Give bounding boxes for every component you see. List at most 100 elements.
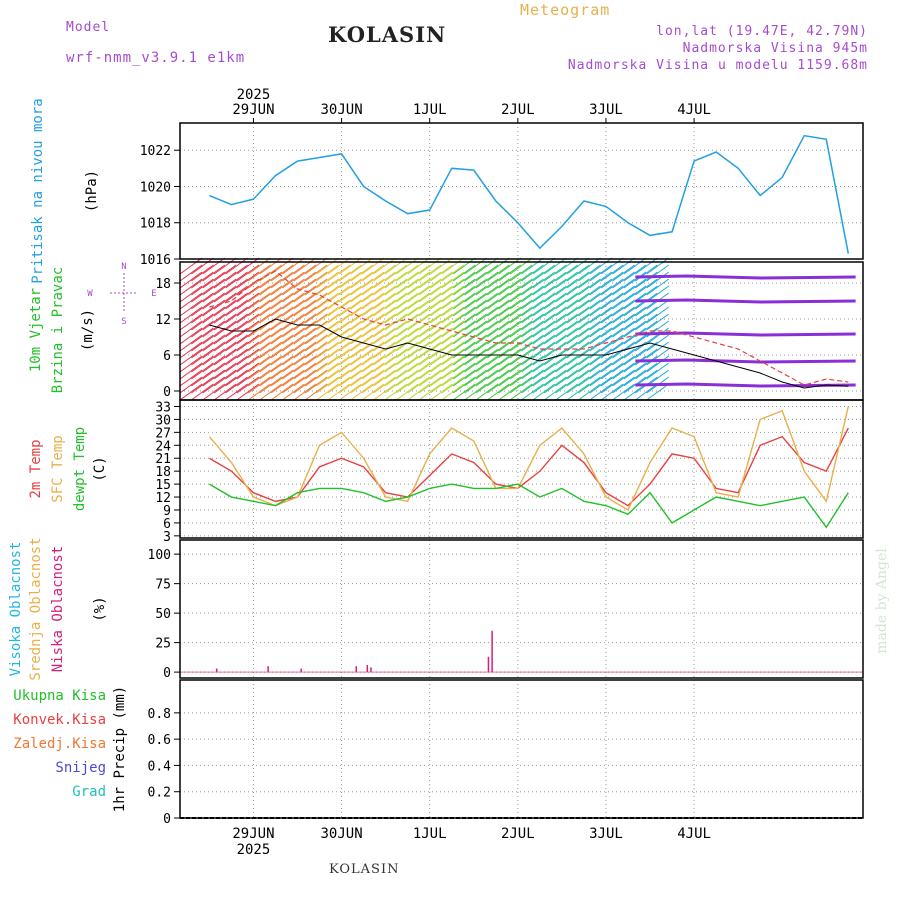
- sfc-temp-line: [208, 406, 849, 511]
- wind-barb-stroke: [532, 299, 556, 317]
- wind-barb-stroke: [259, 341, 282, 359]
- wind-barb-stroke: [612, 271, 635, 289]
- wind-barb-stroke: [293, 278, 317, 296]
- wind-barb-stroke: [384, 257, 408, 275]
- wind-ytick-label: 18: [155, 277, 171, 292]
- wind-barb-stroke: [578, 278, 601, 296]
- wind-barb-stroke: [418, 257, 442, 275]
- temperature-frame: [179, 399, 864, 539]
- wind-barb-stroke: [202, 257, 226, 275]
- top-date-label: 30JUN: [320, 102, 362, 118]
- temperature-ytick-label: 33: [155, 400, 171, 415]
- wind-barb-stroke: [589, 348, 613, 366]
- wind-barb-stroke: [384, 320, 408, 338]
- wind-barb-stroke: [498, 271, 522, 289]
- wind-barb-stroke: [418, 313, 442, 331]
- wind-barb-stroke: [475, 383, 499, 401]
- wind-barb-stroke: [600, 313, 624, 331]
- temperature-ytick-label: 30: [155, 413, 171, 428]
- wind-barb-stroke: [452, 306, 476, 324]
- wind-barb-stroke: [270, 271, 294, 289]
- wind-barb-stroke: [600, 362, 624, 380]
- wind-barb-stroke: [464, 264, 487, 282]
- wind-barb-stroke: [566, 383, 590, 401]
- wind-barb-stroke: [509, 306, 533, 324]
- wind-barb-stroke: [623, 313, 647, 331]
- wind-barb-stroke: [213, 383, 237, 401]
- wind-barb-stroke: [191, 355, 214, 373]
- wind-barb-stroke: [361, 257, 385, 275]
- wind-barb-stroke: [384, 355, 408, 373]
- wind-barb-stroke: [475, 257, 499, 275]
- wind-barb-stroke: [191, 264, 214, 282]
- wind-barb-stroke: [282, 285, 305, 303]
- wind-barb-stroke: [498, 362, 522, 380]
- wind-barb-stroke: [191, 369, 214, 387]
- wind-barb-stroke: [304, 362, 328, 380]
- wind-barb-stroke: [646, 264, 670, 282]
- wind-barb-stroke: [339, 278, 362, 296]
- top-date-label: 4JUL: [677, 102, 711, 118]
- wind-barb-stroke: [282, 355, 305, 373]
- wind-barb-stroke: [487, 320, 510, 338]
- wind-barb-stroke: [441, 264, 465, 282]
- wind-barb-stroke: [589, 376, 613, 394]
- wind-barb-stroke: [566, 327, 590, 345]
- wind-barb-stroke: [259, 278, 282, 296]
- wind-barb-stroke: [566, 320, 590, 338]
- wind-barb-stroke: [646, 257, 670, 275]
- wind-barb-stroke: [452, 334, 476, 352]
- wind-barb-stroke: [612, 257, 635, 275]
- wind-barb-stroke: [475, 264, 499, 282]
- wind-barb-stroke: [191, 257, 214, 275]
- wind-barb-stroke: [464, 341, 487, 359]
- wind-barb-stroke: [248, 327, 271, 345]
- wind-barb-stroke: [327, 292, 351, 310]
- wind-barb-stroke: [418, 285, 442, 303]
- wind-barb-stroke: [373, 334, 396, 352]
- wind-barb-stroke: [361, 327, 385, 345]
- top-year-label: 2025: [237, 87, 271, 103]
- bottom-date-label: 4JUL: [677, 826, 711, 842]
- wind-barb-stroke: [589, 355, 613, 373]
- wind-barb-stroke: [248, 292, 271, 310]
- wind-barb-stroke: [487, 299, 510, 317]
- wind-barb-stroke: [407, 264, 430, 282]
- wind-barb-stroke: [350, 292, 374, 310]
- wind-barb-stroke: [202, 341, 226, 359]
- wind-barb-stroke: [191, 278, 214, 296]
- wind-barb-stroke: [373, 299, 396, 317]
- wind-barb-stroke: [384, 278, 408, 296]
- wind-barb-stroke: [316, 285, 339, 303]
- wind-barb-stroke: [316, 264, 339, 282]
- wind-barb-stroke: [236, 341, 260, 359]
- wind-barb-stroke: [487, 271, 510, 289]
- wind-barb-stroke: [191, 271, 214, 289]
- wind-barb-stroke: [589, 320, 613, 338]
- wind-barb-stroke: [532, 355, 556, 373]
- wind-barb-stroke: [282, 383, 305, 401]
- wind-barb-stroke: [361, 278, 385, 296]
- wind-barb-stroke: [225, 271, 248, 289]
- wind-barb-stroke: [612, 362, 635, 380]
- precipitation-ytick-label: 0.6: [148, 733, 171, 748]
- wind-barb-stroke: [441, 348, 465, 366]
- wind-barb-stroke: [509, 257, 533, 275]
- wind-barb-stroke: [521, 306, 544, 324]
- wind-barb-stroke: [384, 383, 408, 401]
- wind-barb-stroke: [521, 383, 544, 401]
- wind-barb-stroke: [589, 369, 613, 387]
- wind-barb-stroke: [498, 306, 522, 324]
- wind-barb-stroke: [361, 299, 385, 317]
- wind-barb-stroke: [532, 369, 556, 387]
- wind-barb-stroke: [566, 264, 590, 282]
- wind-barb-stroke: [430, 264, 453, 282]
- wind-barb-stroke: [498, 278, 522, 296]
- wind-barb-stroke: [202, 376, 226, 394]
- wind-barb-stroke: [612, 383, 635, 401]
- wind-barb-stroke: [373, 369, 396, 387]
- wind-barb-stroke: [373, 348, 396, 366]
- wind-barb-stroke: [430, 257, 453, 275]
- wind-barb-stroke: [589, 313, 613, 331]
- compass-n: N: [121, 262, 126, 272]
